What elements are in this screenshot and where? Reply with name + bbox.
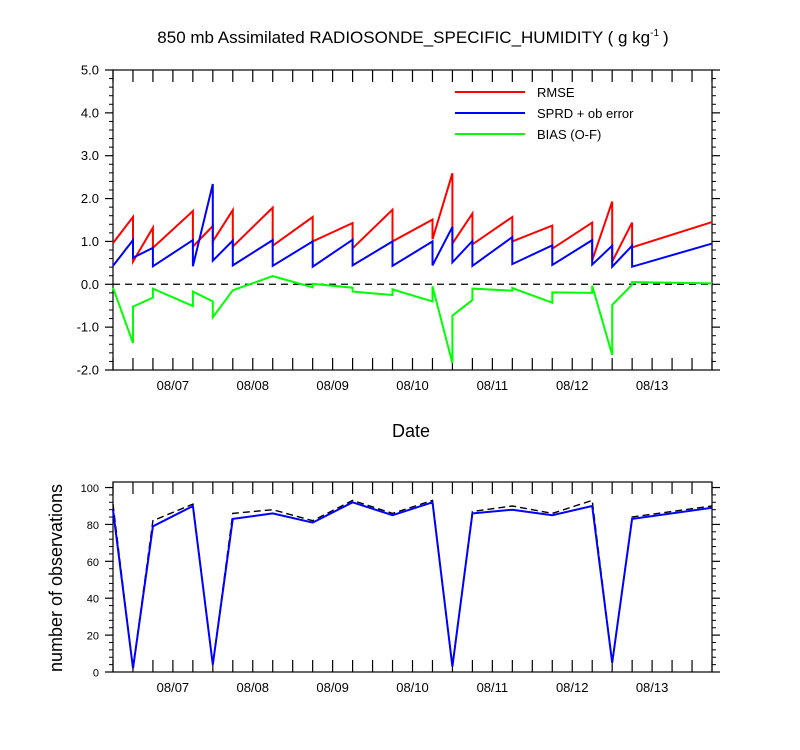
top-x-tick-label: 08/08 [236,378,269,393]
bottom-y-tick-label: 100 [81,483,99,495]
top-x-tick-label: 08/10 [396,378,429,393]
bottom-y-tick-label: 80 [87,520,99,532]
legend-label-2: BIAS (O-F) [537,127,601,142]
top-x-axis-title: Date [392,421,430,441]
bottom-series-line-1 [112,500,713,669]
top-x-tick-label: 08/12 [556,378,589,393]
bottom-y-tick-label: 0 [93,668,99,680]
top-y-tick-label: 4.0 [81,105,99,120]
bottom-x-tick-label: 08/07 [157,680,190,695]
chart-title-exponent: -1 [650,28,659,39]
top-panel: 08/07 08/08 08/09 08/10 08/11 08/12 08/13 -2.0 -… [77,63,720,393]
legend-label-1: SPRD + ob error [537,106,634,121]
bottom-x-tick-label: 08/12 [556,680,589,695]
bottom-x-tick-label: 08/10 [396,680,429,695]
bottom-y-tick-label: 20 [87,631,99,643]
bottom-x-tick-label: 08/09 [316,680,349,695]
chart-title-main: 850 mb Assimilated RADIOSONDE_SPECIFIC_H… [157,28,650,47]
top-series-line-2 [112,275,713,364]
top-y-tick-label: 3.0 [81,148,99,163]
bottom-y-axis-title: number of observations [46,484,66,672]
top-y-tick-label: -2.0 [77,363,99,378]
top-y-tick-label: 5.0 [81,63,99,78]
bottom-x-tick-label: 08/11 [477,680,509,695]
bottom-y-tick-label: 40 [87,594,99,606]
bottom-x-tick-label: 08/13 [636,680,669,695]
bottom-y-tick-label: 60 [87,557,99,569]
chart-title-closing: ) [663,28,669,47]
top-x-tick-label: 08/09 [316,378,349,393]
bottom-panel: 08/07 08/08 08/09 08/10 08/11 08/12 08/13 0 20 40… [81,481,720,695]
top-y-tick-label: 1.0 [81,234,99,249]
legend-label-0: RMSE [537,85,575,100]
top-x-tick-label: 08/07 [157,378,190,393]
top-series-line-1 [112,183,713,270]
top-x-tick-label: 08/11 [477,378,509,393]
top-series-line-0 [112,173,713,266]
bottom-series-line-0 [112,499,713,669]
top-y-tick-label: -1.0 [77,320,99,335]
chart-title: 850 mb Assimilated RADIOSONDE_SPECIFIC_H… [157,28,668,47]
top-y-tick-label: 2.0 [81,191,99,206]
bottom-plot-frame [112,481,713,673]
bottom-x-tick-label: 08/08 [236,680,269,695]
top-x-tick-label: 08/13 [636,378,669,393]
top-y-tick-label: 0.0 [81,277,99,292]
